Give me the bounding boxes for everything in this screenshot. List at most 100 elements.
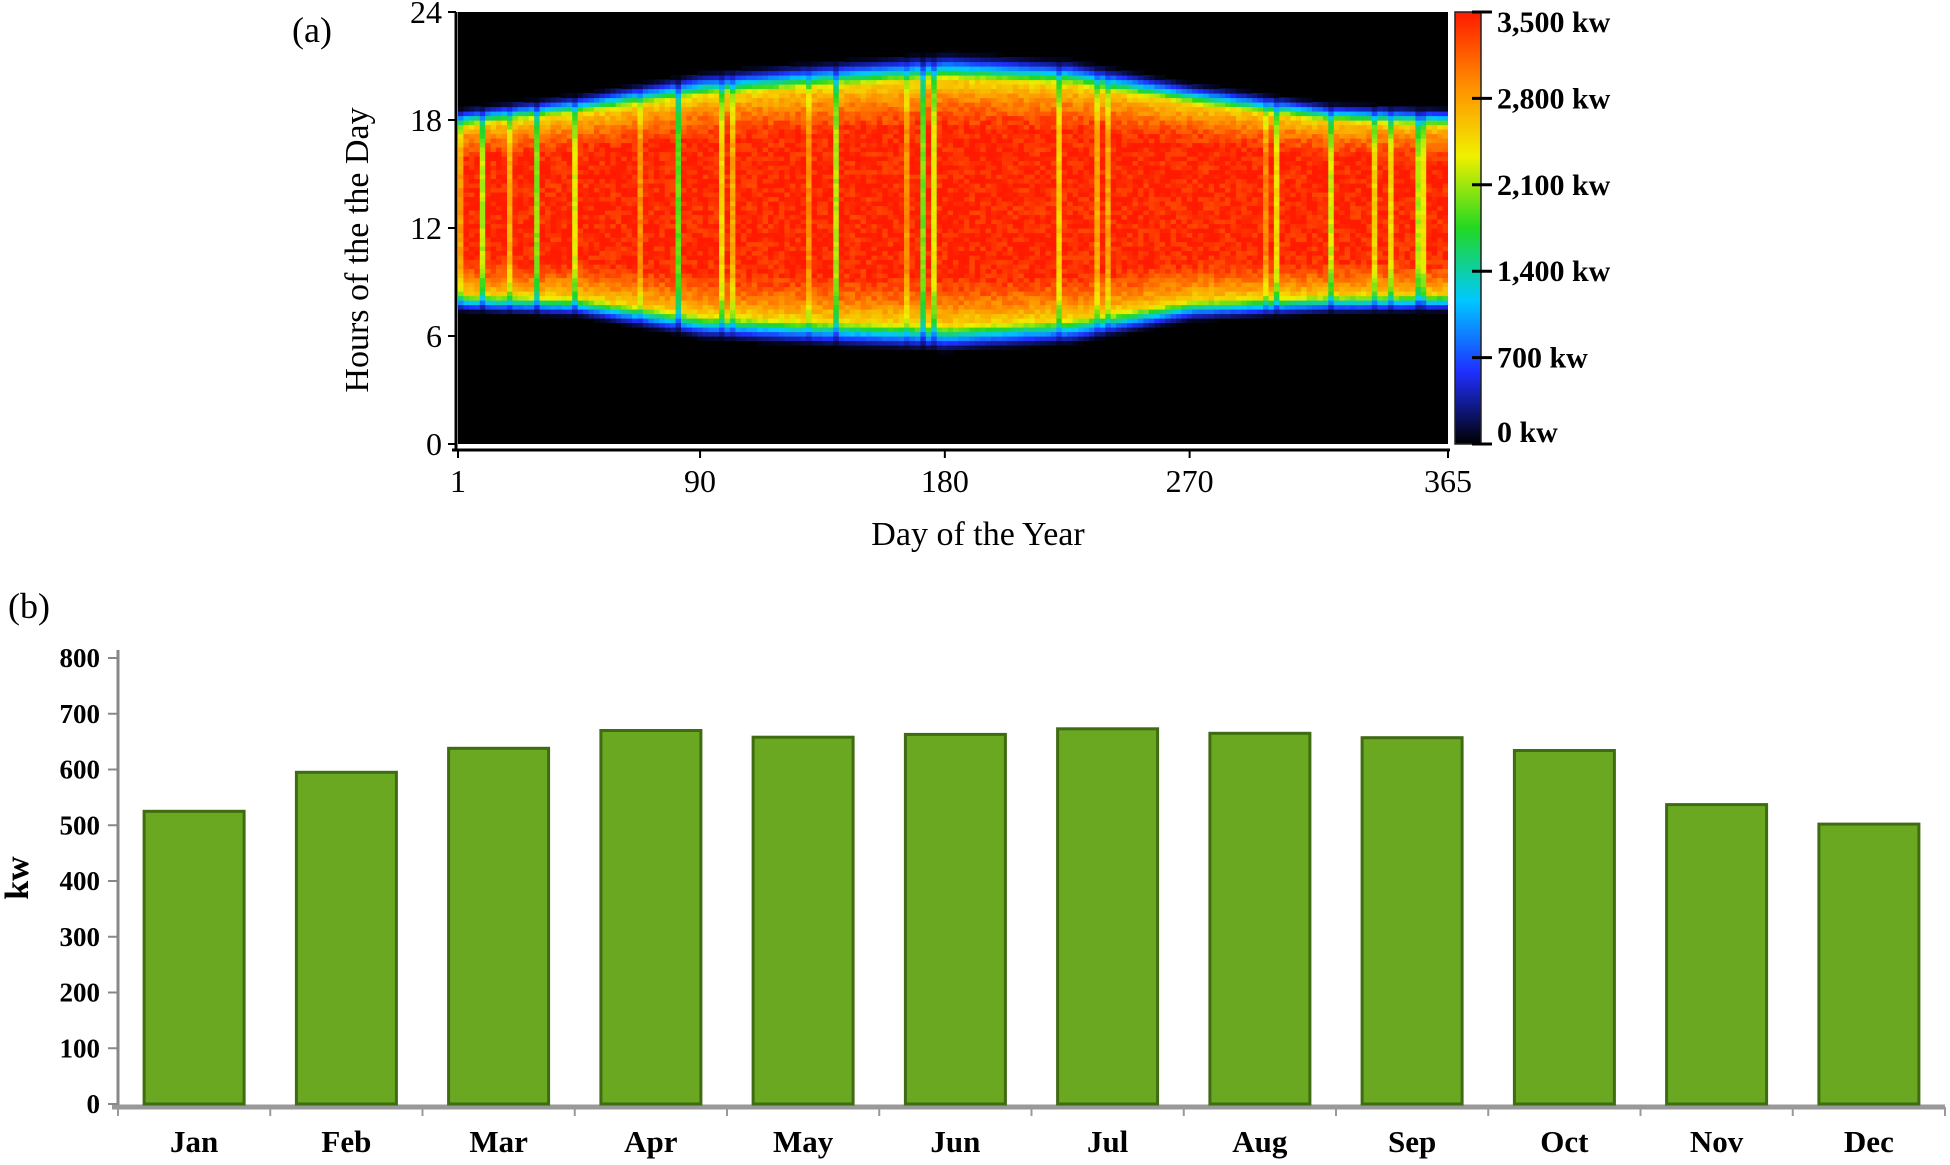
- heatmap-cell: [702, 214, 709, 220]
- heatmap-cell: [496, 286, 503, 292]
- heatmap-cell: [555, 115, 562, 121]
- heatmap-cell: [789, 259, 796, 265]
- heatmap-cell: [702, 106, 709, 112]
- heatmap-cell: [866, 210, 872, 216]
- heatmap-cell: [730, 327, 736, 333]
- heatmap-cell: [887, 75, 894, 81]
- heatmap-cell: [914, 228, 921, 234]
- heatmap-cell: [778, 178, 785, 184]
- heatmap-cell: [882, 196, 889, 202]
- heatmap-cell: [838, 88, 845, 94]
- heatmap-cell: [604, 313, 611, 319]
- heatmap-cell: [833, 318, 840, 324]
- heatmap-cell: [914, 93, 921, 99]
- heatmap-cell: [773, 97, 780, 103]
- heatmap-cell: [708, 282, 715, 288]
- heatmap-cell: [653, 160, 660, 166]
- heatmap-cell: [757, 309, 764, 315]
- heatmap-cell: [561, 120, 568, 126]
- heatmap-cell: [642, 309, 649, 315]
- heatmap-cell: [827, 268, 834, 274]
- heatmap-cell: [594, 93, 600, 99]
- heatmap-cell: [534, 201, 541, 207]
- heatmap-cell: [485, 160, 492, 166]
- heatmap-cell: [681, 282, 687, 288]
- heatmap-cell: [621, 106, 628, 112]
- heatmap-cell: [866, 102, 872, 108]
- heatmap-cell: [730, 210, 736, 216]
- heatmap-cell: [860, 147, 867, 153]
- heatmap-cell: [523, 300, 530, 306]
- heatmap-cell: [561, 273, 568, 279]
- heatmap-cell: [702, 336, 709, 342]
- heatmap-cell: [648, 259, 655, 265]
- heatmap-cell: [610, 255, 617, 261]
- heatmap-cell: [751, 93, 758, 99]
- heatmap-cell: [490, 268, 497, 274]
- heatmap-cell: [550, 111, 557, 117]
- heatmap-cell: [871, 183, 878, 189]
- heatmap-cell: [594, 129, 600, 135]
- heatmap-cell: [523, 241, 530, 247]
- heatmap-cell: [632, 309, 639, 315]
- heatmap-cell: [920, 75, 927, 81]
- heatmap-cell: [811, 214, 818, 220]
- heatmap-cell: [882, 111, 889, 117]
- heatmap-cell: [740, 322, 747, 328]
- heatmap-cell: [490, 142, 497, 148]
- heatmap-cell: [507, 255, 513, 261]
- heatmap-cell: [599, 106, 606, 112]
- heatmap-cell: [691, 192, 698, 198]
- heatmap-cell: [762, 223, 769, 229]
- heatmap-cell: [887, 331, 894, 337]
- heatmap-cell: [817, 147, 823, 153]
- heatmap-cell: [909, 300, 916, 306]
- heatmap-cell: [621, 264, 628, 270]
- heatmap-cell: [621, 210, 628, 216]
- heatmap-cell: [800, 192, 807, 198]
- heatmap-cell: [686, 304, 693, 310]
- heatmap-cell: [800, 246, 807, 252]
- heatmap-cell: [719, 88, 726, 94]
- heatmap-cell: [773, 291, 780, 297]
- heatmap-cell: [811, 237, 818, 243]
- heatmap-cell: [691, 111, 698, 117]
- heatmap-cell: [577, 196, 584, 202]
- heatmap-cell: [789, 169, 796, 175]
- heatmap-cell: [778, 219, 785, 225]
- heatmap-cell: [642, 120, 649, 126]
- heatmap-cell: [610, 259, 617, 265]
- heatmap-cell: [719, 138, 726, 144]
- heatmap-cell: [789, 192, 796, 198]
- heatmap-cell: [523, 219, 530, 225]
- heatmap-cell: [838, 246, 845, 252]
- heatmap-cell: [838, 327, 845, 333]
- heatmap-cell: [523, 183, 530, 189]
- heatmap-cell: [817, 210, 823, 216]
- heatmap-cell: [811, 75, 818, 81]
- heatmap-cell: [583, 133, 590, 139]
- heatmap-cell: [697, 75, 704, 81]
- heatmap-cell: [670, 201, 677, 207]
- heatmap-cell: [762, 295, 769, 301]
- heatmap-cell: [827, 93, 834, 99]
- heatmap-cell: [463, 295, 470, 301]
- heatmap-cell: [925, 169, 932, 175]
- heatmap-cell: [697, 309, 704, 315]
- heatmap-cell: [632, 201, 639, 207]
- heatmap-cell: [838, 331, 845, 337]
- heatmap-cell: [914, 223, 921, 229]
- heatmap-cell: [632, 84, 639, 90]
- heatmap-cell: [882, 115, 889, 121]
- heatmap-cell: [621, 291, 628, 297]
- heatmap-cell: [545, 268, 551, 274]
- heatmap-cell: [735, 115, 742, 121]
- heatmap-cell: [855, 228, 862, 234]
- heatmap-cell: [468, 124, 475, 130]
- heatmap-cell: [474, 156, 481, 162]
- heatmap-cell: [833, 111, 840, 117]
- heatmap-cell: [599, 133, 606, 139]
- heatmap-cell: [517, 286, 524, 292]
- heatmap-cell: [463, 196, 470, 202]
- heatmap-cell: [642, 178, 649, 184]
